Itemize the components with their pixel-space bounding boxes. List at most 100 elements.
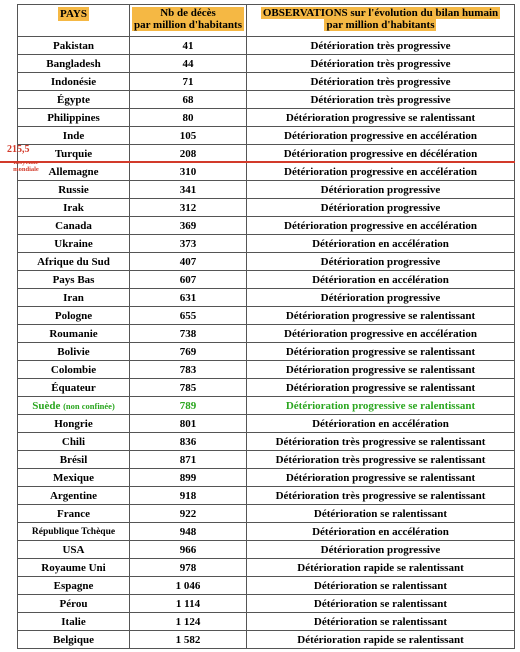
table-row: Équateur 785 Détérioration progressive se …: [17, 378, 515, 397]
world-average-label-line2: mondiale: [13, 166, 39, 173]
table-row: Espagne 1 046 Détérioration se ralentissan…: [17, 576, 515, 595]
country-cell: USA: [17, 540, 130, 559]
country-cell: Équateur: [17, 378, 130, 397]
country-cell: Pays Bas: [17, 270, 130, 289]
country-cell: Égypte: [17, 90, 130, 109]
deaths-cell: 310: [129, 162, 247, 181]
country-name: Bolivie: [57, 345, 90, 358]
observation-cell: Détérioration très progressive: [246, 90, 515, 109]
country-name: Allemagne: [48, 165, 99, 178]
deaths-cell: 80: [129, 108, 247, 127]
header-deaths: Nb de décès par million d'habitants: [129, 4, 247, 37]
observation-cell: Détérioration progressive en accélératio…: [246, 162, 515, 181]
observation-cell: Détérioration progressive: [246, 180, 515, 199]
country-name: Pays Bas: [52, 273, 95, 286]
country-name: Égypte: [57, 93, 90, 106]
header-deaths-label: Nb de décès par million d'habitants: [132, 7, 244, 31]
table-row: Canada 369 Détérioration progressive en ac…: [17, 216, 515, 235]
table-row: Ukraine 373 Détérioration en accélération: [17, 234, 515, 253]
observation-cell: Détérioration progressive en accélératio…: [246, 126, 515, 145]
table-row: Pologne 655 Détérioration progressive se r…: [17, 306, 515, 325]
world-average-label: moyenne mondiale: [2, 159, 50, 173]
table-row: Brésil 871 Détérioration très progressive …: [17, 450, 515, 469]
table-row: Italie 1 124 Détérioration se ralentissant: [17, 612, 515, 631]
header-observations-label: OBSERVATIONS sur l'évolution du bilan hu…: [260, 7, 501, 31]
country-name: Équateur: [51, 381, 96, 394]
country-name: Inde: [62, 129, 85, 142]
deaths-cell: 769: [129, 342, 247, 361]
country-cell: Inde: [17, 126, 130, 145]
country-cell: Irak: [17, 198, 130, 217]
country-cell: Pologne: [17, 306, 130, 325]
country-cell: Afrique du Sud: [17, 252, 130, 271]
observation-cell: Détérioration progressive: [246, 198, 515, 217]
observation-cell: Détérioration rapide se ralentissant: [246, 558, 515, 577]
observation-cell: Détérioration progressive se ralentissan…: [246, 378, 515, 397]
deaths-table: PAYS Nb de décès par million d'habitants…: [17, 4, 515, 649]
country-cell: Espagne: [17, 576, 130, 595]
country-name: Chili: [61, 435, 86, 448]
country-name: Roumanie: [49, 327, 98, 340]
table-row: Mexique 899 Détérioration progressive se r…: [17, 468, 515, 487]
deaths-cell: 44: [129, 54, 247, 73]
deaths-cell: 836: [129, 432, 247, 451]
observation-cell: Détérioration se ralentissant: [246, 576, 515, 595]
observation-cell: Détérioration très progressive: [246, 72, 515, 91]
table-row: Argentine 918 Détérioration très progressi…: [17, 486, 515, 505]
country-name: Pérou: [59, 597, 88, 610]
country-cell: Ukraine: [17, 234, 130, 253]
observation-cell: Détérioration progressive: [246, 288, 515, 307]
country-name: Belgique: [53, 633, 94, 646]
country-name: USA: [62, 543, 85, 556]
table-row: Bolivie 769 Détérioration progressive se r…: [17, 342, 515, 361]
table-row: Hongrie 801 Détérioration en accélération: [17, 414, 515, 433]
country-name: Suède: [32, 399, 61, 412]
table-row: Inde 105 Détérioration progressive en accé…: [17, 126, 515, 145]
observation-cell: Détérioration très progressive se ralent…: [246, 486, 515, 505]
country-name: France: [57, 507, 90, 520]
observation-cell: Détérioration progressive se ralentissan…: [246, 360, 515, 379]
table-row: Russie 341 Détérioration progressive: [17, 180, 515, 199]
deaths-cell: 978: [129, 558, 247, 577]
country-cell: Philippines: [17, 108, 130, 127]
country-cell: Italie: [17, 612, 130, 631]
table-row: Irak 312 Détérioration progressive: [17, 198, 515, 217]
header-observations: OBSERVATIONS sur l'évolution du bilan hu…: [246, 4, 515, 37]
table-row: Philippines 80 Détérioration progressive s…: [17, 108, 515, 127]
deaths-cell: 105: [129, 126, 247, 145]
deaths-cell: 208: [129, 144, 247, 163]
header-deaths-line1: Nb de décès: [160, 7, 216, 19]
country-name: République Tchèque: [31, 526, 116, 537]
table-row: République Tchèque 948 Détérioration en ac…: [17, 522, 515, 541]
table-row: Allemagne 310 Détérioration progressive en…: [17, 162, 515, 181]
country-name: Colombie: [50, 363, 97, 376]
header-deaths-line2: par million d'habitants: [134, 19, 242, 31]
deaths-cell: 407: [129, 252, 247, 271]
country-cell: Brésil: [17, 450, 130, 469]
table-row: Chili 836 Détérioration très progressive s…: [17, 432, 515, 451]
table-row: Suède (non confinée) 789 Détérioration pro…: [17, 396, 515, 415]
observation-cell: Détérioration en accélération: [246, 270, 515, 289]
observation-cell: Détérioration très progressive: [246, 36, 515, 55]
observation-cell: Détérioration se ralentissant: [246, 594, 515, 613]
header-country-label: PAYS: [58, 7, 89, 21]
observation-cell: Détérioration progressive se ralentissan…: [246, 342, 515, 361]
deaths-cell: 1 046: [129, 576, 247, 595]
deaths-cell: 871: [129, 450, 247, 469]
country-name: Afrique du Sud: [37, 255, 110, 268]
deaths-cell: 1 582: [129, 630, 247, 649]
table-header-row: PAYS Nb de décès par million d'habitants…: [17, 4, 515, 37]
table-row: Égypte 68 Détérioration très progressive: [17, 90, 515, 109]
table-row: Roumanie 738 Détérioration progressive en …: [17, 324, 515, 343]
country-cell: Chili: [17, 432, 130, 451]
country-cell: Canada: [17, 216, 130, 235]
world-average-line: [0, 161, 515, 163]
table-row: Pays Bas 607 Détérioration en accélération: [17, 270, 515, 289]
country-cell: Suède (non confinée): [17, 396, 130, 415]
deaths-cell: 785: [129, 378, 247, 397]
deaths-cell: 738: [129, 324, 247, 343]
observation-cell: Détérioration progressive: [246, 252, 515, 271]
deaths-cell: 341: [129, 180, 247, 199]
country-cell: Pakistan: [17, 36, 130, 55]
country-name: Espagne: [53, 579, 94, 592]
